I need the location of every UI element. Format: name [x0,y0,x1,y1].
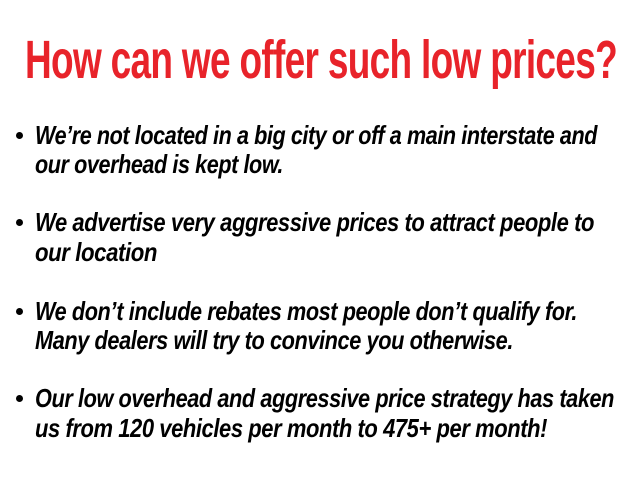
bullet-line: Our low overhead and aggressive price st… [35,383,614,413]
bullet-icon [16,219,23,226]
page-title: How can we offer such low prices? [25,30,618,90]
bullet-icon [16,395,23,402]
bullet-line: We advertise very aggressive prices to a… [35,207,594,237]
bullet-line: Many dealers will try to convince you ot… [35,325,513,355]
bullet-line: our location [35,237,157,267]
bullet-line: our overhead is kept low. [35,149,283,179]
bullet-icon [16,132,23,139]
bullet-line: We’re not located in a big city or off a… [35,120,597,150]
bullet-line: We don’t include rebates most people don… [35,296,577,326]
bullet-icon [16,308,23,315]
bullet-line: us from 120 vehicles per month to 475+ p… [35,413,547,443]
